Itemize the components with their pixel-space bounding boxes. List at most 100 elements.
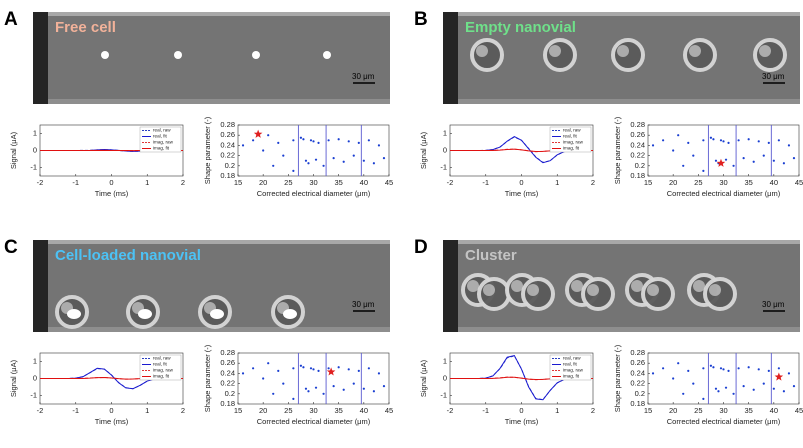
point bbox=[277, 369, 280, 372]
point bbox=[304, 159, 308, 162]
x-tick-label: 0 bbox=[109, 178, 113, 187]
point bbox=[367, 139, 370, 142]
plot-frame bbox=[647, 352, 800, 405]
point bbox=[757, 140, 760, 143]
point bbox=[724, 158, 728, 161]
legend bbox=[549, 126, 592, 153]
x-tick-label: 25 bbox=[284, 406, 292, 415]
nanovial-highlight bbox=[759, 45, 771, 57]
point bbox=[651, 144, 655, 147]
point bbox=[337, 366, 340, 369]
y-axis-label: Shape parameter (-) bbox=[613, 116, 622, 184]
legend-label: imag, fit bbox=[153, 374, 170, 379]
x-tick-label: 45 bbox=[385, 406, 393, 415]
point bbox=[702, 397, 705, 400]
point bbox=[277, 141, 280, 144]
nanovial-highlight bbox=[467, 280, 479, 292]
point bbox=[314, 158, 318, 161]
point bbox=[742, 157, 745, 160]
point bbox=[692, 154, 695, 157]
x-tick-label: 0 bbox=[519, 406, 523, 415]
point bbox=[352, 382, 355, 385]
point bbox=[722, 140, 725, 143]
y-tick-label: 0 bbox=[443, 373, 447, 382]
point bbox=[262, 377, 265, 380]
point bbox=[762, 382, 765, 385]
dark-band bbox=[33, 240, 48, 332]
plot-frame bbox=[237, 352, 390, 405]
nanovial-highlight bbox=[476, 45, 488, 57]
point bbox=[252, 139, 255, 142]
point bbox=[282, 154, 285, 157]
point bbox=[722, 368, 725, 371]
nanovial-highlight bbox=[617, 45, 629, 57]
point bbox=[382, 157, 386, 160]
x-axis-label: Corrected electrical diameter (μm) bbox=[257, 417, 371, 426]
point bbox=[241, 372, 245, 375]
point bbox=[299, 364, 303, 367]
point bbox=[272, 392, 275, 395]
nanovial bbox=[543, 38, 577, 72]
plot-frame bbox=[647, 124, 800, 177]
x-tick-label: 15 bbox=[644, 406, 652, 415]
y-tick-label: 0.2 bbox=[225, 389, 235, 398]
panel-letter: B bbox=[414, 9, 428, 30]
point bbox=[792, 385, 796, 388]
nanovial bbox=[641, 277, 675, 311]
point bbox=[712, 138, 715, 141]
x-tick-label: 25 bbox=[284, 178, 292, 187]
point bbox=[772, 387, 775, 390]
y-tick-label: 0.2 bbox=[635, 389, 645, 398]
x-tick-label: 20 bbox=[259, 406, 267, 415]
point bbox=[767, 141, 770, 144]
y-tick-label: 0.24 bbox=[220, 140, 235, 149]
point bbox=[712, 366, 715, 369]
channel-edge bbox=[443, 12, 800, 16]
cell bbox=[138, 309, 152, 319]
x-tick-label: 25 bbox=[694, 406, 702, 415]
x-tick-label: 35 bbox=[744, 178, 752, 187]
point bbox=[714, 387, 718, 390]
nanovial bbox=[521, 277, 555, 311]
legend bbox=[549, 354, 592, 381]
x-tick-label: -1 bbox=[72, 406, 79, 415]
x-tick-label: 40 bbox=[770, 406, 778, 415]
point bbox=[241, 144, 245, 147]
nanovial-highlight bbox=[483, 284, 495, 296]
point bbox=[357, 369, 360, 372]
y-tick-label: 0.26 bbox=[630, 130, 645, 139]
point bbox=[662, 367, 665, 370]
nanovial bbox=[611, 38, 645, 72]
image-label: Empty nanovial bbox=[465, 19, 576, 36]
channel-wall bbox=[443, 99, 800, 104]
point bbox=[672, 377, 675, 380]
y-tick-label: -1 bbox=[30, 162, 37, 171]
point bbox=[792, 157, 796, 160]
legend-label: imag, fit bbox=[563, 374, 580, 379]
nanovial bbox=[581, 277, 615, 311]
y-tick-label: 0.2 bbox=[225, 161, 235, 170]
point bbox=[302, 138, 305, 141]
point bbox=[317, 141, 320, 144]
nanovial-highlight bbox=[693, 280, 705, 292]
y-tick-label: 0.28 bbox=[220, 348, 235, 357]
point bbox=[342, 160, 345, 163]
nanovial bbox=[477, 277, 511, 311]
point bbox=[337, 138, 340, 141]
x-tick-label: 30 bbox=[719, 406, 727, 415]
point bbox=[714, 159, 718, 162]
point bbox=[719, 367, 723, 370]
highlight-star bbox=[253, 129, 263, 138]
point bbox=[724, 386, 728, 389]
x-tick-label: -2 bbox=[447, 178, 454, 187]
y-tick-label: 0.2 bbox=[635, 161, 645, 170]
y-tick-label: 0.26 bbox=[220, 358, 235, 367]
nanovial-highlight bbox=[587, 284, 599, 296]
image-label: Cell-loaded nanovial bbox=[55, 247, 201, 264]
x-axis-label: Time (ms) bbox=[95, 417, 129, 426]
point bbox=[709, 364, 713, 367]
x-tick-label: 35 bbox=[334, 178, 342, 187]
y-tick-label: 0.28 bbox=[220, 120, 235, 129]
nanovial-highlight bbox=[689, 45, 701, 57]
point bbox=[332, 385, 335, 388]
